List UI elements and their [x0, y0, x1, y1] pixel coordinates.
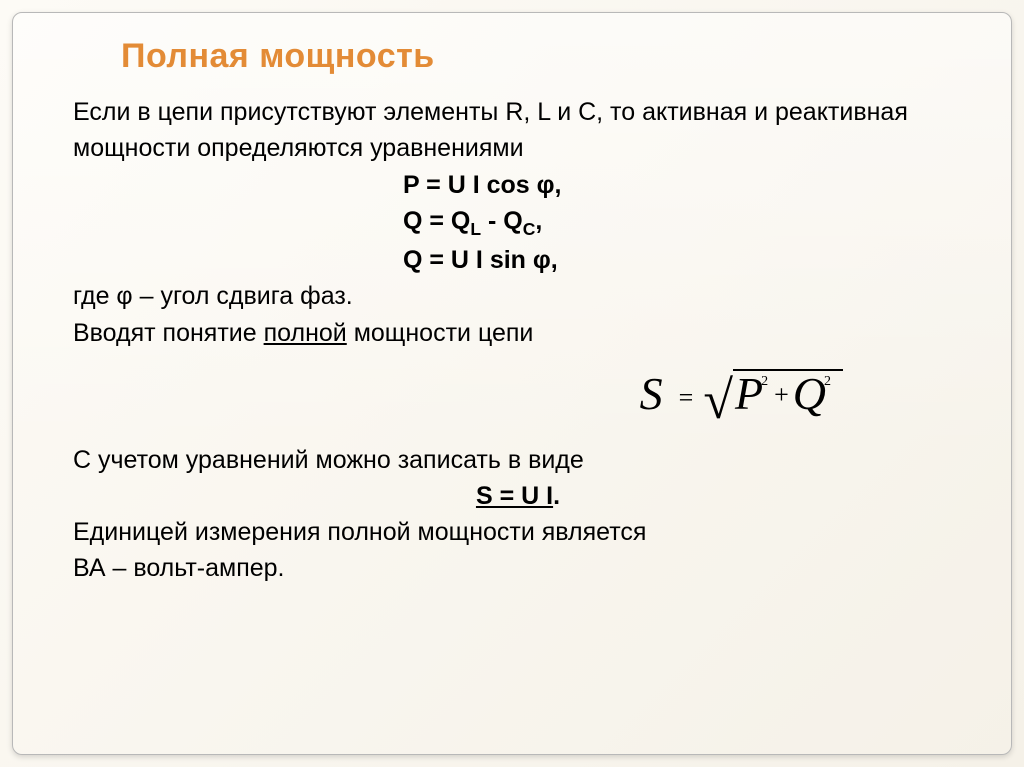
eq-s: S: [640, 361, 663, 428]
phase-angle-note: где φ – угол сдвига фаз.: [73, 278, 963, 314]
eq-q: Q: [793, 371, 826, 417]
intro-paragraph: Если в цепи присутствуют элементы R, L и…: [73, 94, 963, 167]
f2-left: Q = Q: [403, 207, 470, 235]
full-power-pre: Вводят понятие: [73, 319, 264, 347]
f2-sub-l: L: [470, 219, 481, 239]
formula-apparent-power: S = √ P2 + Q2: [73, 361, 963, 428]
unit-line-1: Единицей измерения полной мощности являе…: [73, 514, 963, 550]
formula-active-power: P = U I cos φ,: [73, 167, 963, 203]
formula-s-ui: S = U I.: [73, 478, 963, 514]
f2-right: ,: [535, 207, 542, 235]
slide-content: Если в цепи присутствуют элементы R, L и…: [31, 94, 993, 587]
eq-q-sup: 2: [824, 372, 831, 392]
slide-title: Полная мощность: [121, 37, 993, 76]
full-power-underlined: полной: [264, 319, 347, 347]
slide-frame: Полная мощность Если в цепи присутствуют…: [12, 12, 1012, 755]
f4-underlined: S = U I: [476, 482, 553, 510]
formula-reactive-diff: Q = QL - QC,: [73, 203, 963, 242]
eq-p: P: [735, 371, 763, 417]
eq-plus: +: [774, 376, 789, 414]
eq-p-sup: 2: [761, 372, 768, 392]
formula-reactive-power: Q = U I sin φ,: [73, 242, 963, 278]
f2-mid: - Q: [481, 207, 523, 235]
full-power-intro: Вводят понятие полной мощности цепи: [73, 315, 963, 351]
eq-radical: √ P2 + Q2: [703, 369, 843, 419]
unit-line-2: ВА – вольт-ампер.: [73, 550, 963, 586]
full-power-post: мощности цепи: [347, 319, 534, 347]
eq-radicand: P2 + Q2: [733, 369, 843, 419]
f4-tail: .: [553, 482, 560, 510]
simplified-intro: С учетом уравнений можно записать в виде: [73, 442, 963, 478]
f2-sub-c: C: [523, 219, 536, 239]
eq-equals: =: [679, 379, 694, 417]
